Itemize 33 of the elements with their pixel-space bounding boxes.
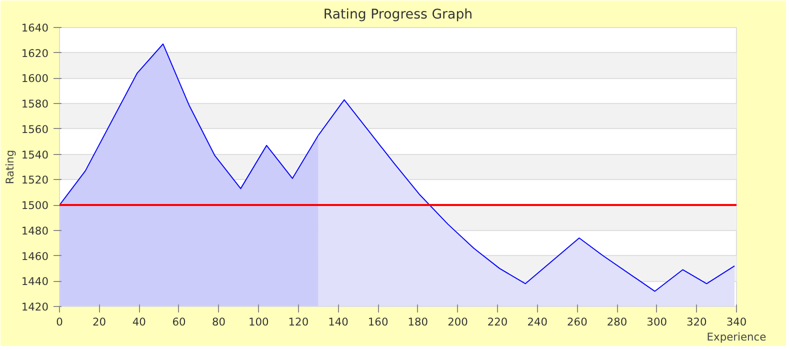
x-tick-label: 160: [368, 316, 388, 328]
x-tick-label: 0: [56, 316, 64, 328]
x-tick-label: 180: [408, 316, 428, 328]
y-tick-label: 1440: [21, 275, 49, 288]
x-tick-label: 120: [288, 316, 309, 328]
y-tick-label: 1520: [21, 174, 49, 187]
x-tick-label: 40: [132, 316, 146, 328]
y-tick-label: 1600: [21, 72, 49, 86]
y-tick-label: 1460: [21, 250, 49, 263]
x-tick-label: 320: [686, 316, 708, 328]
y-tick-label: 1420: [21, 300, 49, 314]
x-axis-title: Experience: [706, 330, 766, 344]
x-tick-label: 140: [328, 316, 349, 328]
y-tick-label: 1580: [21, 98, 49, 111]
x-tick-label: 60: [172, 316, 186, 328]
x-tick-label: 340: [726, 316, 747, 328]
y-tick-label: 1540: [21, 148, 49, 162]
x-tick-label: 80: [212, 316, 226, 328]
chart-title: Rating Progress Graph: [323, 8, 473, 22]
x-tick-label: 240: [527, 316, 548, 328]
x-tick-label: 20: [92, 316, 106, 328]
x-tick-label: 260: [567, 316, 588, 328]
x-tick-label: 280: [606, 316, 628, 328]
x-tick-label: 100: [248, 316, 270, 328]
x-tick-label: 220: [487, 316, 508, 328]
y-axis-title: Rating: [3, 150, 16, 184]
x-tick-label: 300: [646, 316, 668, 328]
y-tick-label: 1500: [21, 199, 49, 212]
y-tick-label: 1480: [21, 224, 49, 238]
y-tick-label: 1620: [21, 46, 49, 60]
x-tick-label: 200: [448, 316, 468, 328]
y-tick-label: 1640: [21, 22, 49, 34]
y-tick-label: 1560: [21, 122, 49, 136]
